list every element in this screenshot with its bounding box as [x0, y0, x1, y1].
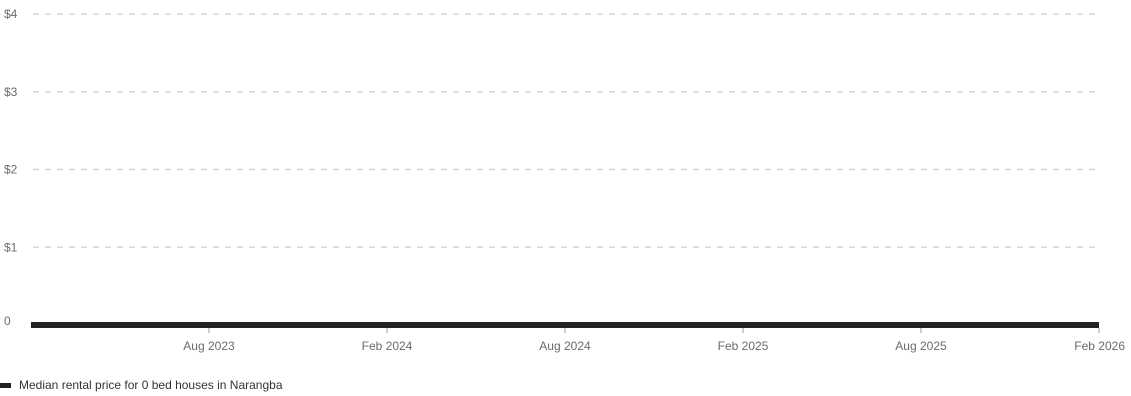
- line-chart: 0 $1 $2 $3 $4 Aug 2023 Feb 2024 Aug 2024 Feb 202…: [4, 7, 1125, 353]
- x-tick-label: Aug 2024: [539, 339, 591, 353]
- x-tick-label: Aug 2023: [183, 339, 235, 353]
- y-tick-label: $3: [4, 85, 18, 99]
- x-tick-label: Feb 2026: [1074, 339, 1125, 353]
- y-tick-label: $4: [4, 7, 18, 21]
- y-tick-label: $2: [4, 163, 18, 177]
- y-tick-label: 0: [4, 314, 11, 328]
- x-tick-label: Feb 2024: [362, 339, 413, 353]
- x-tick-label: Feb 2025: [718, 339, 769, 353]
- legend-label: Median rental price for 0 bed houses in …: [19, 378, 283, 392]
- y-tick-label: $1: [4, 240, 18, 254]
- x-tick-label: Aug 2025: [895, 339, 947, 353]
- legend-swatch: [0, 382, 11, 388]
- legend: Median rental price for 0 bed houses in …: [0, 378, 283, 392]
